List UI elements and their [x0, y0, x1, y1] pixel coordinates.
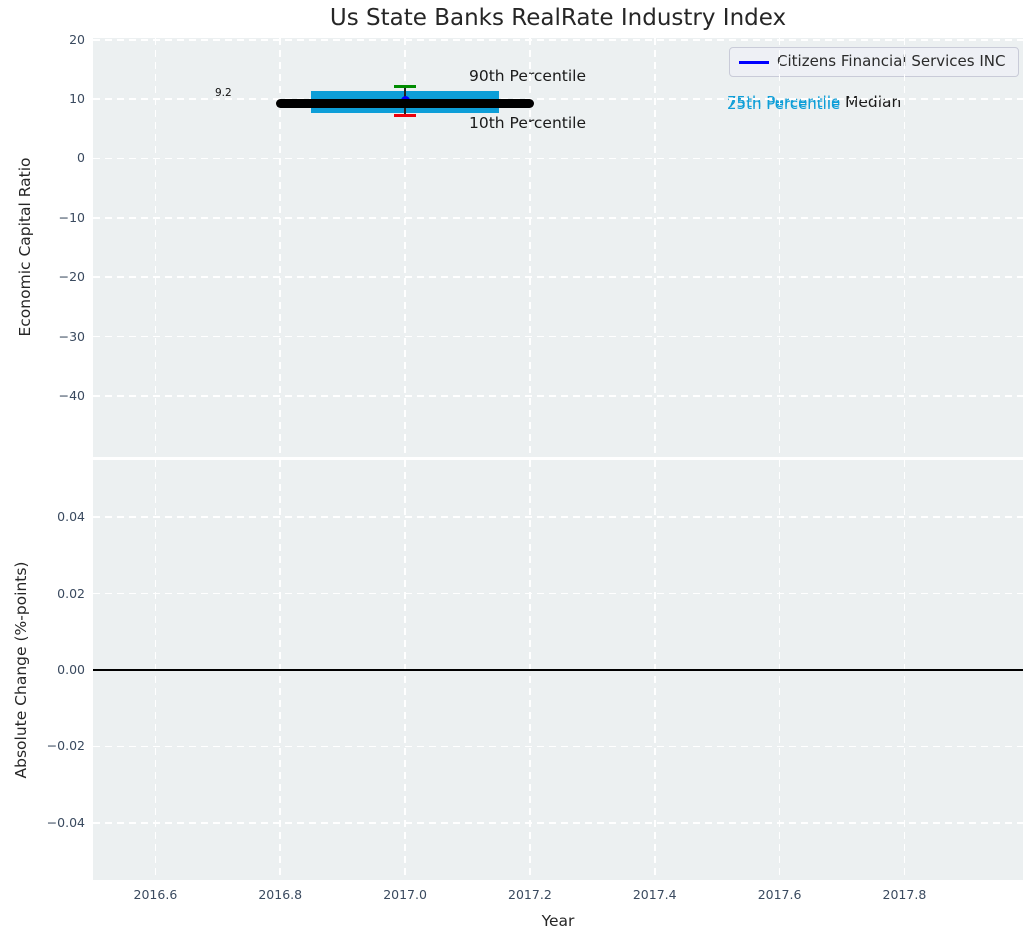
annotation-90th-percentile: 90th Percentile	[469, 67, 586, 85]
gridline	[93, 336, 1023, 338]
gridline	[155, 38, 157, 457]
legend-entry-label: Citizens Financial Services INC	[777, 52, 1005, 70]
gridline	[654, 38, 656, 457]
gridline	[93, 39, 1023, 41]
gridline	[93, 276, 1023, 278]
x-tick-label: 2017.4	[610, 887, 700, 902]
y-tick-label: 20	[5, 32, 85, 47]
annotation-25th-percentile: 25th Percentile	[727, 95, 840, 113]
median-line	[276, 99, 535, 108]
chart-title: Us State Banks RealRate Industry Index	[93, 5, 1023, 31]
gridline	[93, 593, 1023, 595]
y-tick-label: −10	[5, 210, 85, 225]
gridline	[93, 822, 1023, 824]
legend-line-sample	[739, 61, 769, 64]
y-tick-label: −20	[5, 269, 85, 284]
y-tick-label: −40	[5, 388, 85, 403]
zero-line	[93, 669, 1023, 671]
y-tick-label: 0	[5, 150, 85, 165]
y-tick-label: −30	[5, 329, 85, 344]
x-tick-label: 2016.6	[110, 887, 200, 902]
p90-cap	[394, 85, 416, 88]
gridline	[93, 516, 1023, 518]
x-tick-label: 2017.0	[360, 887, 450, 902]
gridline	[93, 746, 1023, 748]
gridline	[93, 98, 1023, 100]
annotation-10th-percentile: 10th Percentile	[469, 114, 586, 132]
x-tick-label: 2016.8	[235, 887, 325, 902]
x-tick-label: 2017.2	[485, 887, 575, 902]
legend-box: Citizens Financial Services INC	[729, 47, 1019, 77]
y-tick-label: 0.04	[5, 509, 85, 524]
gridline	[93, 395, 1023, 397]
x-tick-label: 2017.8	[859, 887, 949, 902]
annotation-company-value: 9.2	[215, 87, 232, 99]
gridline	[904, 38, 906, 457]
y-tick-label: 10	[5, 91, 85, 106]
y-tick-label: 0.02	[5, 586, 85, 601]
y-tick-label: −0.04	[5, 815, 85, 830]
gridline	[779, 38, 781, 457]
annotation-median: Median	[845, 93, 901, 111]
x-tick-label: 2017.6	[735, 887, 825, 902]
gridline	[93, 158, 1023, 160]
figure: Us State Banks RealRate Industry Index E…	[0, 0, 1034, 942]
y-axis-label-top: Economic Capital Ratio	[16, 157, 34, 336]
gridline	[93, 217, 1023, 219]
p10-cap	[394, 114, 416, 117]
x-axis-label: Year	[93, 912, 1023, 930]
y-tick-label: −0.02	[5, 738, 85, 753]
y-tick-label: 0.00	[5, 662, 85, 677]
